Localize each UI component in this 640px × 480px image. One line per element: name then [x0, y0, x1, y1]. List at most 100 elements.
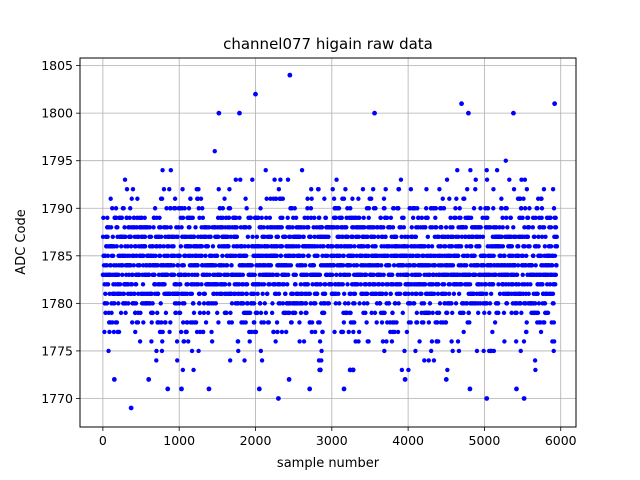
data-point — [400, 310, 405, 316]
data-point — [104, 263, 110, 268]
data-point — [401, 225, 407, 230]
data-point — [108, 263, 114, 268]
data-point — [243, 320, 248, 325]
data-point — [398, 282, 403, 287]
data-point — [189, 348, 195, 354]
data-point — [395, 329, 401, 335]
data-point — [371, 225, 376, 230]
data-point — [104, 301, 110, 306]
data-point — [168, 206, 173, 211]
data-point — [499, 206, 504, 211]
data-point — [524, 187, 530, 192]
data-point — [266, 320, 271, 325]
data-point — [322, 291, 328, 297]
y-tick-label: 1780 — [41, 296, 73, 311]
data-point — [463, 225, 469, 230]
data-point — [275, 329, 280, 335]
data-point — [290, 225, 295, 230]
data-point — [236, 282, 242, 287]
data-point — [453, 215, 458, 220]
data-point — [307, 291, 313, 297]
data-point — [268, 234, 274, 239]
y-tick-label: 1770 — [41, 391, 73, 406]
data-point — [194, 329, 200, 335]
x-tick-label: 6000 — [545, 433, 577, 448]
data-point — [380, 339, 386, 344]
data-point — [333, 215, 338, 220]
data-point — [202, 291, 208, 297]
data-point — [473, 177, 478, 182]
data-point — [186, 339, 191, 344]
data-point — [453, 206, 458, 211]
data-point — [376, 234, 381, 239]
data-point — [431, 272, 436, 278]
data-point — [165, 272, 170, 278]
data-point — [251, 291, 257, 297]
x-tick-label: 1000 — [163, 433, 195, 448]
data-point — [432, 291, 437, 297]
data-point — [333, 301, 338, 306]
data-point — [416, 215, 421, 220]
data-point — [553, 282, 558, 287]
data-point — [414, 291, 419, 297]
data-point — [423, 225, 428, 230]
data-point — [167, 329, 172, 335]
data-point — [531, 253, 536, 259]
x-tick-label: 4000 — [392, 433, 424, 448]
data-point — [247, 225, 252, 230]
data-point — [261, 320, 267, 325]
data-point — [550, 187, 556, 192]
data-point — [551, 206, 557, 211]
data-point — [345, 234, 351, 239]
data-point — [134, 253, 139, 259]
data-point — [108, 196, 113, 201]
data-point — [356, 339, 361, 344]
data-point — [178, 329, 184, 335]
data-point — [229, 263, 234, 268]
data-point — [441, 282, 447, 287]
data-point — [189, 291, 195, 297]
data-point — [308, 234, 313, 239]
data-point — [151, 225, 156, 230]
data-point — [197, 301, 202, 306]
data-point — [542, 301, 548, 306]
data-point — [366, 253, 371, 259]
data-point — [165, 253, 171, 259]
data-point — [224, 310, 229, 316]
data-point — [441, 206, 447, 211]
data-point — [314, 291, 320, 297]
data-point — [105, 215, 110, 220]
data-point — [362, 225, 367, 230]
data-point — [150, 244, 156, 249]
data-point — [258, 301, 263, 306]
data-point — [392, 329, 397, 335]
data-point — [160, 339, 165, 344]
data-point — [168, 320, 173, 325]
data-point — [242, 244, 248, 249]
data-point — [265, 291, 270, 297]
data-point — [137, 339, 143, 344]
data-point-outlier — [350, 367, 356, 373]
data-point — [354, 253, 359, 259]
data-point — [267, 215, 273, 220]
data-point — [516, 253, 521, 259]
data-point — [382, 348, 387, 354]
data-point — [381, 225, 386, 230]
data-point — [244, 253, 249, 259]
data-point — [270, 301, 275, 306]
data-point — [416, 253, 422, 259]
data-point — [447, 282, 453, 287]
data-point — [195, 196, 201, 201]
data-point — [118, 310, 124, 316]
data-point — [285, 215, 290, 220]
data-point — [172, 196, 178, 201]
data-point — [514, 310, 519, 316]
data-point — [390, 272, 395, 278]
data-point — [303, 301, 309, 306]
data-point — [289, 320, 294, 325]
data-point — [196, 206, 201, 211]
data-point — [160, 168, 165, 173]
data-point — [473, 272, 478, 278]
data-point — [434, 225, 439, 230]
data-point — [130, 272, 135, 278]
